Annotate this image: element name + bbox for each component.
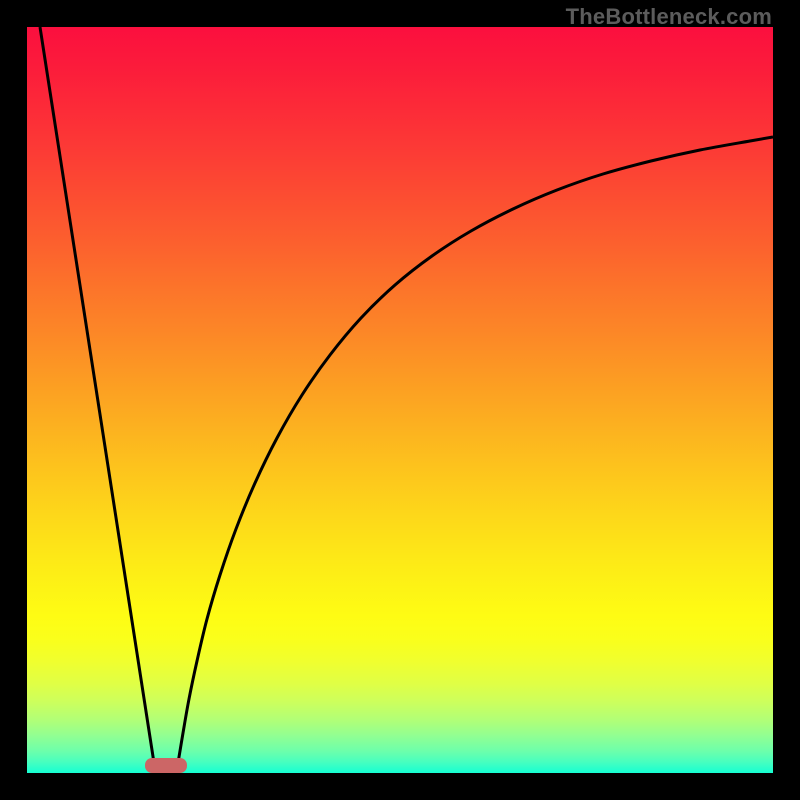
watermark-text: TheBottleneck.com: [566, 4, 772, 30]
plot-area: [27, 27, 773, 773]
optimal-marker: [145, 758, 187, 773]
chart-container: TheBottleneck.com: [0, 0, 800, 800]
bottleneck-curve: [27, 27, 773, 773]
curve-right-branch: [178, 137, 773, 763]
curve-left-branch: [40, 27, 154, 763]
